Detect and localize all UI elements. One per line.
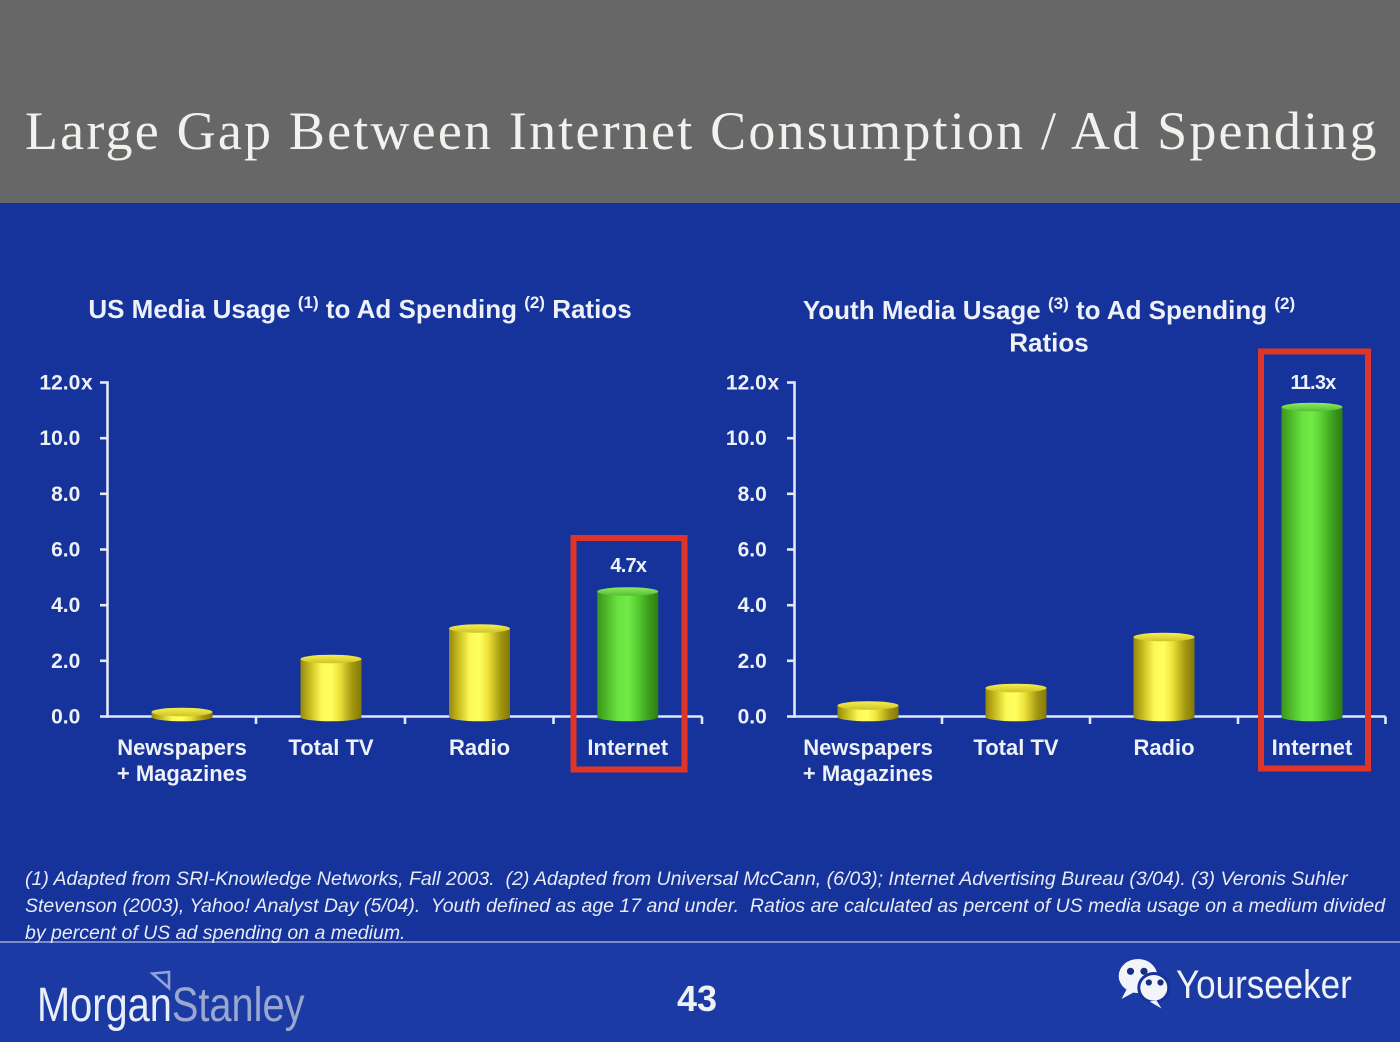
svg-text:10.0: 10.0: [39, 427, 80, 450]
svg-text:US Media Usage (1) to Ad Spend: US Media Usage (1) to Ad Spending (2) Ra…: [88, 293, 631, 324]
svg-text:12.0x: 12.0x: [726, 372, 780, 395]
svg-text:Radio: Radio: [449, 735, 510, 760]
svg-text:2.0: 2.0: [738, 650, 767, 673]
svg-text:4.0: 4.0: [738, 594, 767, 617]
svg-text:Total TV: Total TV: [288, 735, 373, 760]
svg-text:Internet: Internet: [587, 735, 668, 760]
svg-text:11.3x: 11.3x: [1291, 372, 1337, 394]
svg-text:10.0: 10.0: [726, 427, 767, 450]
svg-text:2.0: 2.0: [51, 650, 80, 673]
svg-text:8.0: 8.0: [51, 483, 80, 506]
svg-text:+ Magazines: + Magazines: [803, 761, 933, 786]
svg-text:Internet: Internet: [1272, 735, 1353, 760]
svg-text:Ratios: Ratios: [1009, 328, 1088, 358]
svg-text:Radio: Radio: [1133, 735, 1194, 760]
svg-text:0.0: 0.0: [51, 706, 80, 729]
svg-text:Youth Media Usage (3) to Ad Sp: Youth Media Usage (3) to Ad Spending (2): [803, 294, 1295, 325]
svg-text:Newspapers: Newspapers: [117, 735, 247, 760]
svg-text:8.0: 8.0: [738, 483, 767, 506]
svg-text:4.0: 4.0: [51, 594, 80, 617]
svg-text:6.0: 6.0: [738, 539, 767, 562]
svg-text:Total TV: Total TV: [973, 735, 1058, 760]
svg-text:4.7x: 4.7x: [610, 555, 646, 577]
svg-text:0.0: 0.0: [738, 706, 767, 729]
svg-text:Newspapers: Newspapers: [803, 735, 933, 760]
svg-text:12.0x: 12.0x: [39, 372, 93, 395]
svg-text:+ Magazines: + Magazines: [117, 761, 247, 786]
svg-text:6.0: 6.0: [51, 539, 80, 562]
